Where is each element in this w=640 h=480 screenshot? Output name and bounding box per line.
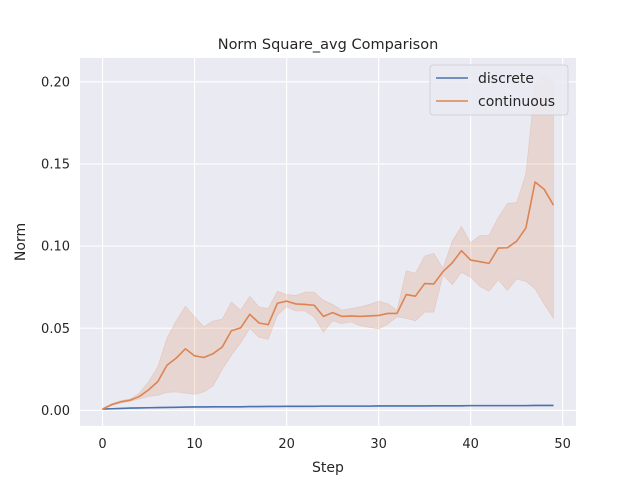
y-tick-label: 0.05 — [41, 322, 70, 337]
x-axis-label: Step — [312, 460, 344, 476]
y-tick-label: 0.20 — [41, 75, 70, 90]
plot-area — [80, 58, 576, 426]
legend-label-discrete: discrete — [478, 71, 534, 87]
x-tick-label: 10 — [186, 437, 203, 452]
grid — [80, 58, 576, 426]
x-axis-ticks: 0 10 20 30 40 50 — [98, 437, 571, 452]
x-tick-label: 30 — [370, 437, 387, 452]
x-tick-label: 50 — [554, 437, 571, 452]
line-continuous — [102, 181, 555, 410]
y-axis-ticks: 0.00 0.05 0.10 0.15 0.20 — [41, 75, 70, 419]
x-tick-label: 0 — [98, 437, 106, 452]
legend-label-continuous: continuous — [478, 94, 555, 110]
y-tick-label: 0.15 — [41, 157, 70, 172]
y-tick-label: 0.00 — [41, 404, 70, 419]
band-continuous — [102, 74, 554, 411]
y-tick-label: 0.10 — [41, 240, 70, 255]
x-tick-label: 20 — [278, 437, 295, 452]
legend: discrete continuous — [429, 64, 569, 116]
x-tick-label: 40 — [462, 437, 479, 452]
chart-title: Norm Square_avg Comparison — [218, 37, 439, 53]
y-axis-label: Norm — [13, 223, 29, 261]
line-discrete — [102, 404, 554, 410]
series-lines — [102, 181, 555, 410]
